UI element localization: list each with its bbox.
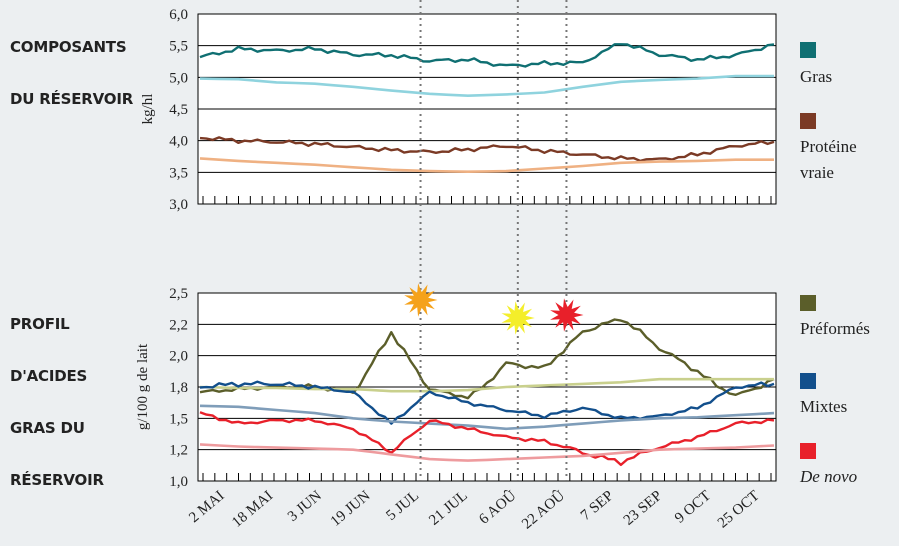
y-tick-label-bottom: 1,2: [169, 443, 188, 459]
legend-swatch-preformes: [800, 295, 816, 311]
x-tick-label: 23 SEP: [621, 488, 665, 529]
y-tick-label-bottom: 2,5: [169, 286, 188, 302]
legend-label-gras: Gras: [800, 67, 833, 86]
bottom-section-title-line-1: PROFIL: [10, 315, 70, 333]
y-tick-label-top: 6,0: [169, 7, 188, 23]
legend-label-proteine-line-2: vraie: [800, 163, 834, 182]
legend-label-de-novo: De novo: [800, 467, 858, 486]
top-section-title-line-1: COMPOSANTS: [10, 38, 127, 56]
y-axis-label-bottom: g/100 g de lait: [135, 343, 151, 430]
y-tick-label-top: 4,5: [169, 102, 188, 118]
series-line-mixtes: [199, 380, 775, 425]
series-line-de-novo-liss-: [199, 443, 775, 462]
y-tick-label-bottom: 2,2: [169, 317, 188, 333]
series-line-pr-form-s-liss-: [199, 377, 774, 393]
y-tick-label-bottom: 1,8: [169, 380, 188, 396]
x-tick-label: 9 OCT: [672, 488, 714, 527]
event-starburst-icon: [404, 283, 438, 317]
y-tick-label-bottom: 1,0: [169, 474, 188, 490]
x-tick-label: 3 JUN: [285, 488, 325, 525]
legend-label-proteine-line-1: Protéine: [800, 137, 857, 156]
series-line-prot-ine-vraie: [199, 136, 775, 163]
y-tick-label-top: 5,0: [169, 70, 188, 86]
y-tick-label-top: 3,0: [169, 197, 188, 213]
top-section-title-line-2: DU RÉSERVOIR: [10, 90, 134, 108]
y-tick-label-top: 4,0: [169, 134, 188, 150]
x-tick-label: 19 JUN: [328, 488, 374, 530]
bottom-section-title-line-3: GRAS DU: [10, 419, 85, 437]
series-line-gras-liss-: [199, 74, 774, 97]
y-axis-label-top: kg/hl: [140, 94, 156, 125]
legend-swatch-de-novo: [800, 443, 816, 459]
x-tick-label: 7 SEP: [578, 488, 617, 524]
y-tick-label-top: 5,5: [169, 39, 188, 55]
x-tick-label: 21 JUL: [426, 488, 470, 529]
series-line-pr-form-s: [199, 318, 775, 400]
legend-label-mixtes: Mixtes: [800, 397, 848, 416]
x-tick-label: 18 MAI: [229, 488, 276, 531]
x-tick-label: 22 AOÛ: [518, 487, 568, 533]
event-starburst-icon: [550, 298, 584, 332]
y-tick-label-top: 3,5: [169, 165, 188, 181]
y-tick-label-bottom: 1,5: [169, 411, 188, 427]
series-line-prot-ine-vraie-liss-e-: [199, 157, 774, 173]
bottom-section-title: PROFIL D'ACIDES GRAS DU RÉSERVOIR: [10, 285, 104, 519]
legend-swatch-gras: [800, 42, 816, 58]
event-starburst-icon: [501, 301, 535, 335]
x-tick-label: 25 OCT: [715, 488, 763, 532]
series-line-de-novo: [199, 411, 775, 467]
top-section-title: COMPOSANTS DU RÉSERVOIR: [10, 8, 133, 138]
series-line-gras: [199, 43, 775, 68]
bottom-section-title-line-4: RÉSERVOIR: [10, 471, 104, 489]
legend-swatch-proteine: [800, 113, 816, 129]
x-tick-label: 6 AOÛ: [476, 487, 520, 528]
series-line-mixtes-liss-: [199, 404, 775, 431]
y-tick-label-bottom: 2,0: [169, 349, 188, 365]
legend-swatch-mixtes: [800, 373, 816, 389]
bottom-section-title-line-2: D'ACIDES: [10, 367, 88, 385]
x-tick-label: 5 JUL: [383, 488, 422, 524]
x-tick-label: 2 MAI: [186, 488, 227, 526]
legend-label-preformes: Préformés: [800, 319, 870, 338]
